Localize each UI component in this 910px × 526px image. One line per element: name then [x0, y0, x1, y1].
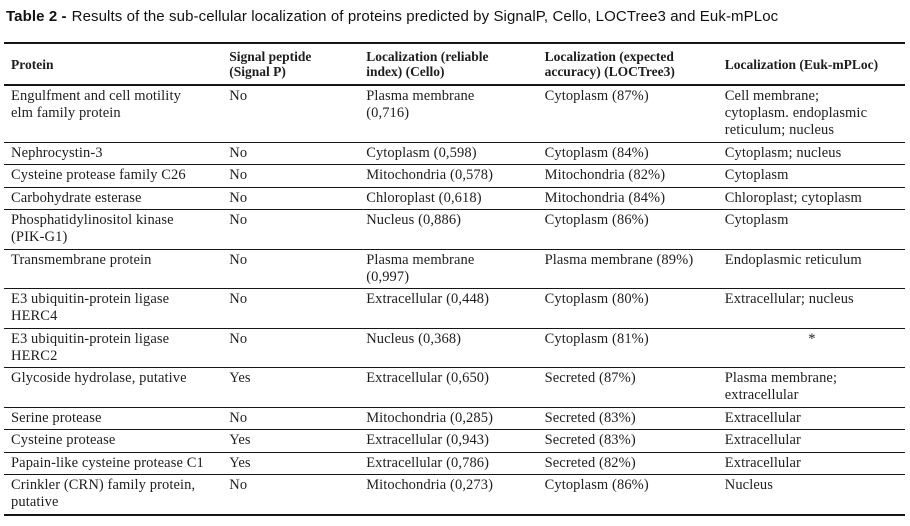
table-cell: Secreted (83%) — [544, 429, 725, 452]
table-cell: No — [229, 88, 248, 104]
table-cell: Endoplasmic reticulum — [724, 248, 905, 289]
table-cell: Extracellular — [724, 406, 905, 430]
table-cell: Glycoside hydrolase, putative — [4, 367, 230, 407]
table-cell: Yes — [229, 429, 367, 452]
table-cell: No — [229, 164, 367, 187]
table-caption-text: Results of the sub-cellular localization… — [71, 8, 779, 25]
table-caption: Table 2 - Results of the sub-cellular loc… — [6, 7, 906, 27]
table-cell: Cytoplasm (86%) — [544, 209, 725, 249]
table-cell: Extracellular (0,943) — [366, 429, 545, 452]
table-cell: Phosphatidylinositol kinase (PIK-G1) — [4, 209, 230, 249]
table-cell: Secreted (83%) — [544, 406, 725, 430]
table-cell: Yes — [229, 367, 367, 407]
table-cell: Cytoplasm — [724, 209, 905, 249]
table-cell: Yes — [229, 451, 367, 475]
table-cell: Extracellular — [724, 451, 905, 475]
table-row: Cysteine protease family C26 No Mitochondr… — [4, 164, 905, 187]
table-cell: Papain-like cysteine protease C1 — [4, 451, 230, 475]
table-cell: No — [229, 327, 367, 368]
table-row: E3 ubiquitin-protein ligase HERC4 No Extra… — [4, 288, 905, 328]
table-cell: Plasma membrane (0,716) — [366, 88, 475, 121]
table-cell: Mitochondria (84%) — [544, 186, 725, 210]
table-cell: Plasma membrane (0,997) — [366, 248, 545, 289]
column-header-euk-mploc: Localization (Euk-mPLoc) — [724, 43, 905, 86]
table-cell: No — [229, 141, 367, 165]
table-cell: Extracellular (0,786) — [366, 451, 545, 475]
table-cell: Cysteine protease family C26 — [4, 164, 230, 187]
table-cell: No — [229, 406, 367, 430]
table-cell: E3 ubiquitin-protein ligase HERC2 — [4, 327, 230, 368]
table-header: Protein Signal peptide (Signal P) Locali… — [4, 43, 905, 86]
table-row: E3 ubiquitin-protein ligase HERC2 No Nucle… — [4, 327, 905, 368]
table-cell: Chloroplast; cytoplasm — [724, 186, 905, 210]
table-cell: No — [229, 288, 367, 328]
table-body: Engulfment and cell motility elm family … — [4, 85, 905, 515]
table-cell: Cytoplasm (0,598) — [366, 141, 545, 165]
table-cell: Mitochondria (0,285) — [366, 406, 545, 430]
table-cell: Nephrocystin-3 — [4, 141, 230, 165]
table-cell: Engulfment and cell motility elm family … — [11, 88, 181, 121]
table-cell: Crinkler (CRN) family protein, putative — [4, 474, 230, 515]
table-cell: Chloroplast (0,618) — [366, 186, 545, 210]
table-row: Papain-like cysteine protease C1 Yes Extra… — [4, 451, 905, 475]
table-cell: Cytoplasm (80%) — [544, 288, 725, 328]
table-row: Transmembrane protein No Plasma membrane (… — [4, 248, 905, 289]
table-cell: Extracellular (0,650) — [366, 367, 545, 407]
table-cell: Cytoplasm — [724, 164, 905, 187]
table-cell: Cysteine protease — [4, 429, 230, 452]
table-cell: Mitochondria (0,273) — [366, 474, 545, 515]
table-row: Phosphatidylinositol kinase (PIK-G1) No Nu… — [4, 209, 905, 249]
table-cell: Cell membrane; cytoplasm. endoplasmic re… — [724, 88, 868, 138]
table-cell: Nucleus — [724, 474, 905, 515]
table-cell: Extracellular; nucleus — [724, 288, 905, 328]
table-row: Glycoside hydrolase, putative Yes Extracel… — [4, 367, 905, 407]
table-row: Nephrocystin-3 No Cytoplasm (0,598) Cytopla… — [4, 141, 905, 165]
table-cell: Secreted (87%) — [544, 367, 725, 407]
table-cell: Cytoplasm; nucleus — [724, 141, 905, 165]
column-header-cello: Localization (reliable index) (Cello) — [366, 43, 545, 86]
table-row: Crinkler (CRN) family protein, putative N… — [4, 474, 905, 515]
table-cell: No — [229, 474, 367, 515]
table-cell: Serine protease — [4, 406, 230, 430]
table-cell: Extracellular — [724, 429, 905, 452]
header-row: Protein Signal peptide (Signal P) Locali… — [4, 43, 905, 86]
table-cell: Cytoplasm (87%) — [544, 88, 649, 104]
table-cell: E3 ubiquitin-protein ligase HERC4 — [4, 288, 230, 328]
column-header-signal-peptide: Signal peptide (Signal P) — [229, 43, 367, 86]
table-cell: Cytoplasm (86%) — [544, 474, 725, 515]
table-cell: No — [229, 248, 367, 289]
table-cell: Mitochondria (82%) — [544, 164, 725, 187]
table-cell: Nucleus (0,886) — [366, 209, 545, 249]
table-cell: Secreted (82%) — [544, 451, 725, 475]
table-caption-label: Table 2 - — [6, 8, 67, 25]
table-cell: Nucleus (0,368) — [366, 327, 545, 368]
table-cell: Mitochondria (0,578) — [366, 164, 545, 187]
table-row: Carbohydrate esterase No Chloroplast (0,61… — [4, 186, 905, 210]
table-cell: Cytoplasm (84%) — [544, 141, 725, 165]
table-cell: * — [724, 327, 905, 368]
table-cell: Transmembrane protein — [4, 248, 230, 289]
column-header-loctree3: Localization (expected accuracy) (LOCTre… — [544, 43, 725, 86]
table-cell: Cytoplasm (81%) — [544, 327, 725, 368]
table-row: Engulfment and cell motility elm family … — [4, 85, 905, 142]
table-row: Serine protease No Mitochondria (0,285) Sec… — [4, 406, 905, 430]
localization-table: Protein Signal peptide (Signal P) Locali… — [4, 42, 905, 516]
column-header-protein: Protein — [4, 43, 230, 86]
table-row: Cysteine protease Yes Extracellular (0,943… — [4, 429, 905, 452]
table-cell: Plasma membrane (89%) — [544, 248, 725, 289]
table-cell: Plasma membrane; extracellular — [724, 367, 905, 407]
table-cell: Carbohydrate esterase — [4, 186, 230, 210]
table-cell: No — [229, 209, 367, 249]
table-cell: No — [229, 186, 367, 210]
table-cell: Extracellular (0,448) — [366, 288, 545, 328]
